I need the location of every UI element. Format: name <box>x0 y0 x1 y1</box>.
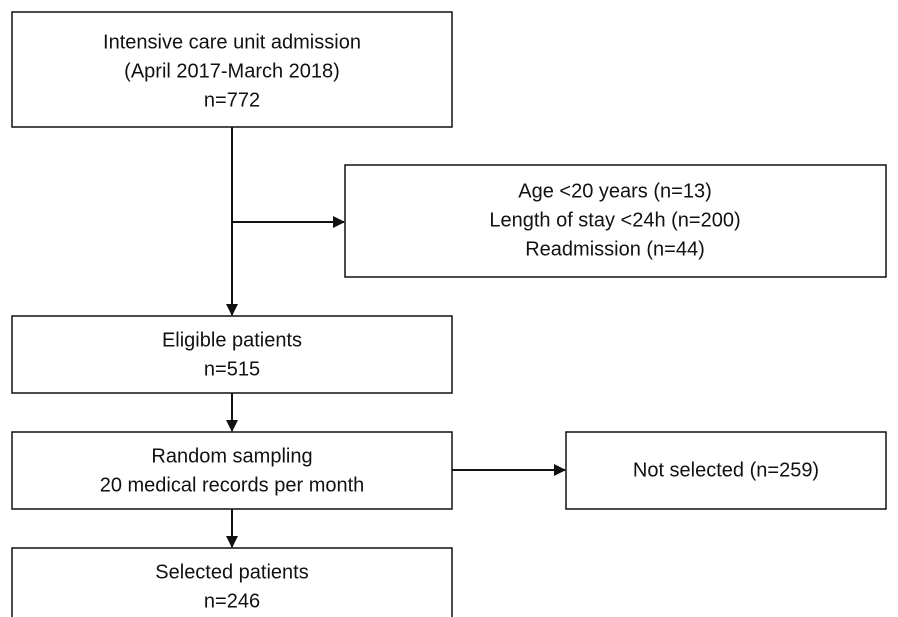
box-text: Readmission (n=44) <box>525 238 705 260</box>
box <box>11 315 453 394</box>
box-text: n=246 <box>204 590 260 612</box>
box-text: Random sampling <box>151 445 312 467</box>
box <box>11 431 453 510</box>
box-text: Eligible patients <box>162 329 302 351</box>
box <box>11 11 453 128</box>
box-text: Not selected (n=259) <box>633 459 819 481</box>
box-text: Selected patients <box>155 561 308 583</box>
box-text: Age <20 years (n=13) <box>518 180 711 202</box>
box <box>11 547 453 617</box>
box-text: Intensive care unit admission <box>103 31 361 53</box>
box <box>344 164 887 278</box>
box-text: 20 medical records per month <box>100 474 365 496</box>
box <box>565 431 887 510</box>
box-text: n=772 <box>204 89 260 111</box>
box-text: n=515 <box>204 358 260 380</box>
box-text: (April 2017-March 2018) <box>124 60 340 82</box>
box-text: Length of stay <24h (n=200) <box>489 209 740 231</box>
